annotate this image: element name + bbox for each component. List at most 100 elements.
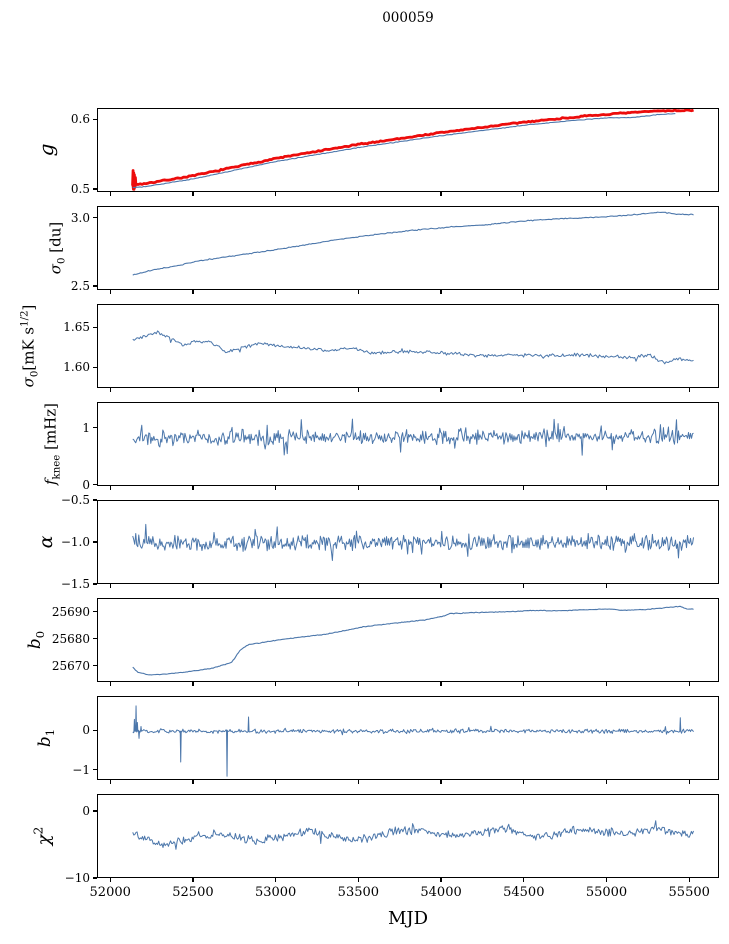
x-tick xyxy=(275,192,277,196)
y-axis-title-sigma0_mK: σ0[mK s1/2] xyxy=(20,305,41,388)
y-axis-title-alpha: α xyxy=(35,536,57,549)
y-tick xyxy=(93,118,97,120)
plot-area-b0 xyxy=(132,605,694,676)
subplot-b1 xyxy=(97,696,719,780)
y-tick xyxy=(93,610,97,613)
y-tick xyxy=(93,638,97,640)
plot-area-sigma0_du xyxy=(132,211,694,276)
y-tick-label: 25670 xyxy=(51,658,90,673)
y-axis-title-b0: b0 xyxy=(25,631,47,649)
x-tick xyxy=(605,192,608,196)
y-axis-title-sigma0_du: σ0 [du] xyxy=(47,222,68,274)
x-tick xyxy=(688,780,690,784)
y-axis-title-chi2: χ2 xyxy=(32,827,55,846)
plot-area-g xyxy=(131,109,695,191)
series-b0-line xyxy=(132,605,694,676)
x-tick-label: 54500 xyxy=(503,885,545,900)
x-tick-label: 52500 xyxy=(172,885,214,900)
y-tick xyxy=(93,285,97,287)
y-axis-title-segment: ] xyxy=(19,304,38,311)
y-tick xyxy=(93,541,97,543)
x-tick xyxy=(357,388,359,392)
y-tick-label: −0.5 xyxy=(60,493,90,507)
x-tick xyxy=(357,486,359,490)
plot-area-chi2 xyxy=(132,820,694,850)
y-tick xyxy=(93,188,97,190)
x-tick xyxy=(275,878,277,882)
x-tick xyxy=(440,682,442,686)
y-tick-label: 25690 xyxy=(51,604,90,619)
series-chi2-line xyxy=(132,820,694,850)
y-tick xyxy=(93,326,97,328)
y-axis-title-segment: χ xyxy=(33,834,55,846)
x-tick xyxy=(109,486,111,490)
x-tick xyxy=(440,192,442,196)
y-axis-title-segment: b xyxy=(34,736,55,748)
y-tick-label: 1.65 xyxy=(63,320,90,335)
x-tick xyxy=(605,682,608,686)
x-tick xyxy=(275,486,277,490)
x-tick xyxy=(357,682,359,686)
x-tick xyxy=(688,584,690,588)
x-tick xyxy=(605,388,608,392)
x-tick xyxy=(523,682,525,686)
y-tick-label: 0 xyxy=(82,803,90,818)
x-tick xyxy=(523,290,525,294)
subplot-b0 xyxy=(97,598,719,682)
y-tick xyxy=(93,499,97,501)
figure-title: 000059 xyxy=(382,10,434,26)
x-tick xyxy=(275,290,277,294)
x-tick xyxy=(275,584,277,588)
x-tick xyxy=(605,780,608,784)
x-tick-label: 52000 xyxy=(89,885,131,900)
y-tick xyxy=(93,583,97,585)
x-tick-label: 53000 xyxy=(254,885,297,900)
x-tick xyxy=(605,290,608,294)
series-g-calibrated-line xyxy=(131,109,695,191)
x-tick xyxy=(523,388,525,392)
y-axis-title-segment: σ xyxy=(19,377,38,388)
series-sigma0-mK-line xyxy=(132,330,694,365)
x-tick xyxy=(523,584,525,588)
y-axis-title-segment: f xyxy=(41,479,60,486)
plot-area-b1 xyxy=(132,705,694,777)
subplot-sigma0_mK xyxy=(97,304,719,388)
x-tick xyxy=(688,878,690,882)
plot-area-alpha xyxy=(132,523,695,561)
subplot-alpha xyxy=(97,500,719,584)
x-tick xyxy=(192,682,194,686)
x-tick xyxy=(440,584,442,588)
x-tick xyxy=(357,584,359,588)
x-tick xyxy=(688,486,690,490)
x-tick xyxy=(192,192,194,196)
y-axis-title-segment: [mK s xyxy=(19,326,38,371)
plot-area-sigma0_mK xyxy=(132,330,694,365)
x-tick xyxy=(605,486,608,490)
series-f-knee-line xyxy=(132,418,694,456)
x-tick xyxy=(523,192,525,196)
y-axis-title-segment: σ xyxy=(46,263,65,275)
x-tick xyxy=(109,780,111,784)
x-tick xyxy=(357,290,359,294)
x-tick xyxy=(109,192,111,196)
plot-area-f_knee xyxy=(132,418,694,456)
subplot-g xyxy=(97,108,719,192)
x-tick xyxy=(688,388,690,392)
y-axis-title-g: g xyxy=(34,144,58,157)
x-tick-label: 55500 xyxy=(668,885,710,900)
x-tick xyxy=(357,878,359,882)
y-axis-title-segment: α xyxy=(35,535,57,549)
x-tick xyxy=(605,878,608,882)
series-b1-line xyxy=(132,705,694,777)
y-axis-title-segment: 1 xyxy=(43,728,58,737)
x-tick xyxy=(275,682,277,686)
series-sigma0-du-line xyxy=(132,211,694,276)
x-tick xyxy=(440,878,442,882)
x-tick xyxy=(192,388,194,392)
y-tick xyxy=(93,665,97,667)
y-tick-label: 1.60 xyxy=(63,360,90,375)
x-axis-title: MJD xyxy=(387,908,429,929)
subplot-chi2 xyxy=(97,794,719,878)
x-tick xyxy=(440,290,442,294)
